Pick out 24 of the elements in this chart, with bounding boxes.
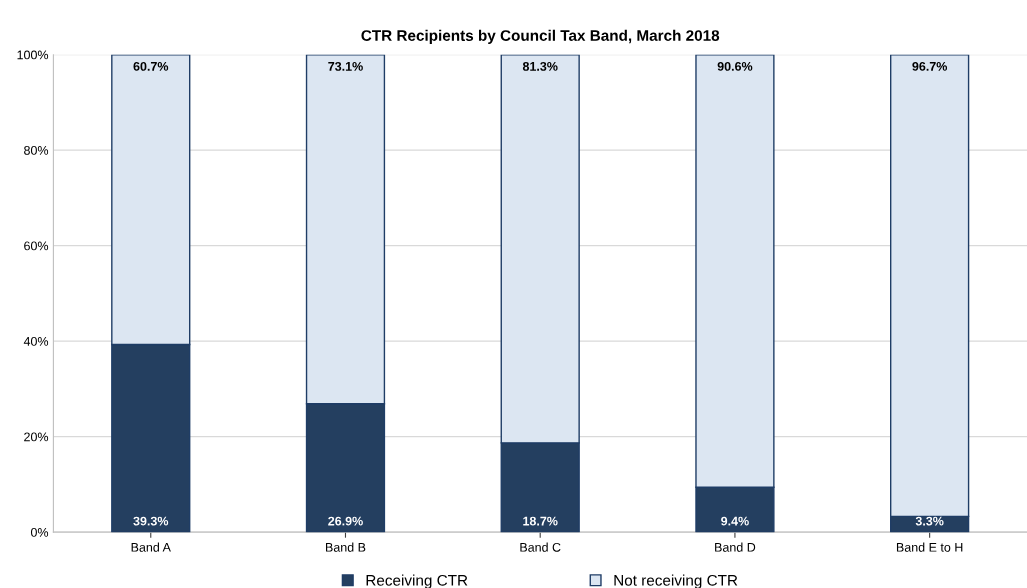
y-tick-label: 40% xyxy=(23,336,49,346)
y-tick-label: 0% xyxy=(30,527,49,537)
x-tick-label: Band D xyxy=(715,542,756,552)
data-label: 73.1% xyxy=(328,61,363,71)
y-tick-label: 80% xyxy=(24,145,49,155)
chart-title: CTR Recipients by Council Tax Band, March 2018 xyxy=(361,29,720,44)
data-label: 3.3% xyxy=(915,516,944,526)
data-label: 39.3% xyxy=(133,516,169,526)
data-label: 60.7% xyxy=(133,61,169,71)
y-tick-label: 100% xyxy=(17,50,49,60)
x-tick-label: Band E to H xyxy=(896,542,963,552)
x-tick-label: Band C xyxy=(520,542,561,552)
data-label: 96.7% xyxy=(912,61,948,71)
x-tick-label: Band A xyxy=(131,542,171,552)
legend-label: Receiving CTR xyxy=(366,574,468,588)
y-tick-label: 20% xyxy=(24,432,49,442)
data-label: 9.4% xyxy=(721,516,749,526)
data-label: 81.3% xyxy=(522,61,558,71)
legend-label: Not receiving CTR xyxy=(614,574,738,588)
data-label: 26.9% xyxy=(328,516,363,526)
data-label: 90.6% xyxy=(717,61,753,71)
y-tick-label: 60% xyxy=(24,241,49,251)
data-label: 18.7% xyxy=(523,516,558,526)
x-tick-label: Band B xyxy=(326,542,366,552)
